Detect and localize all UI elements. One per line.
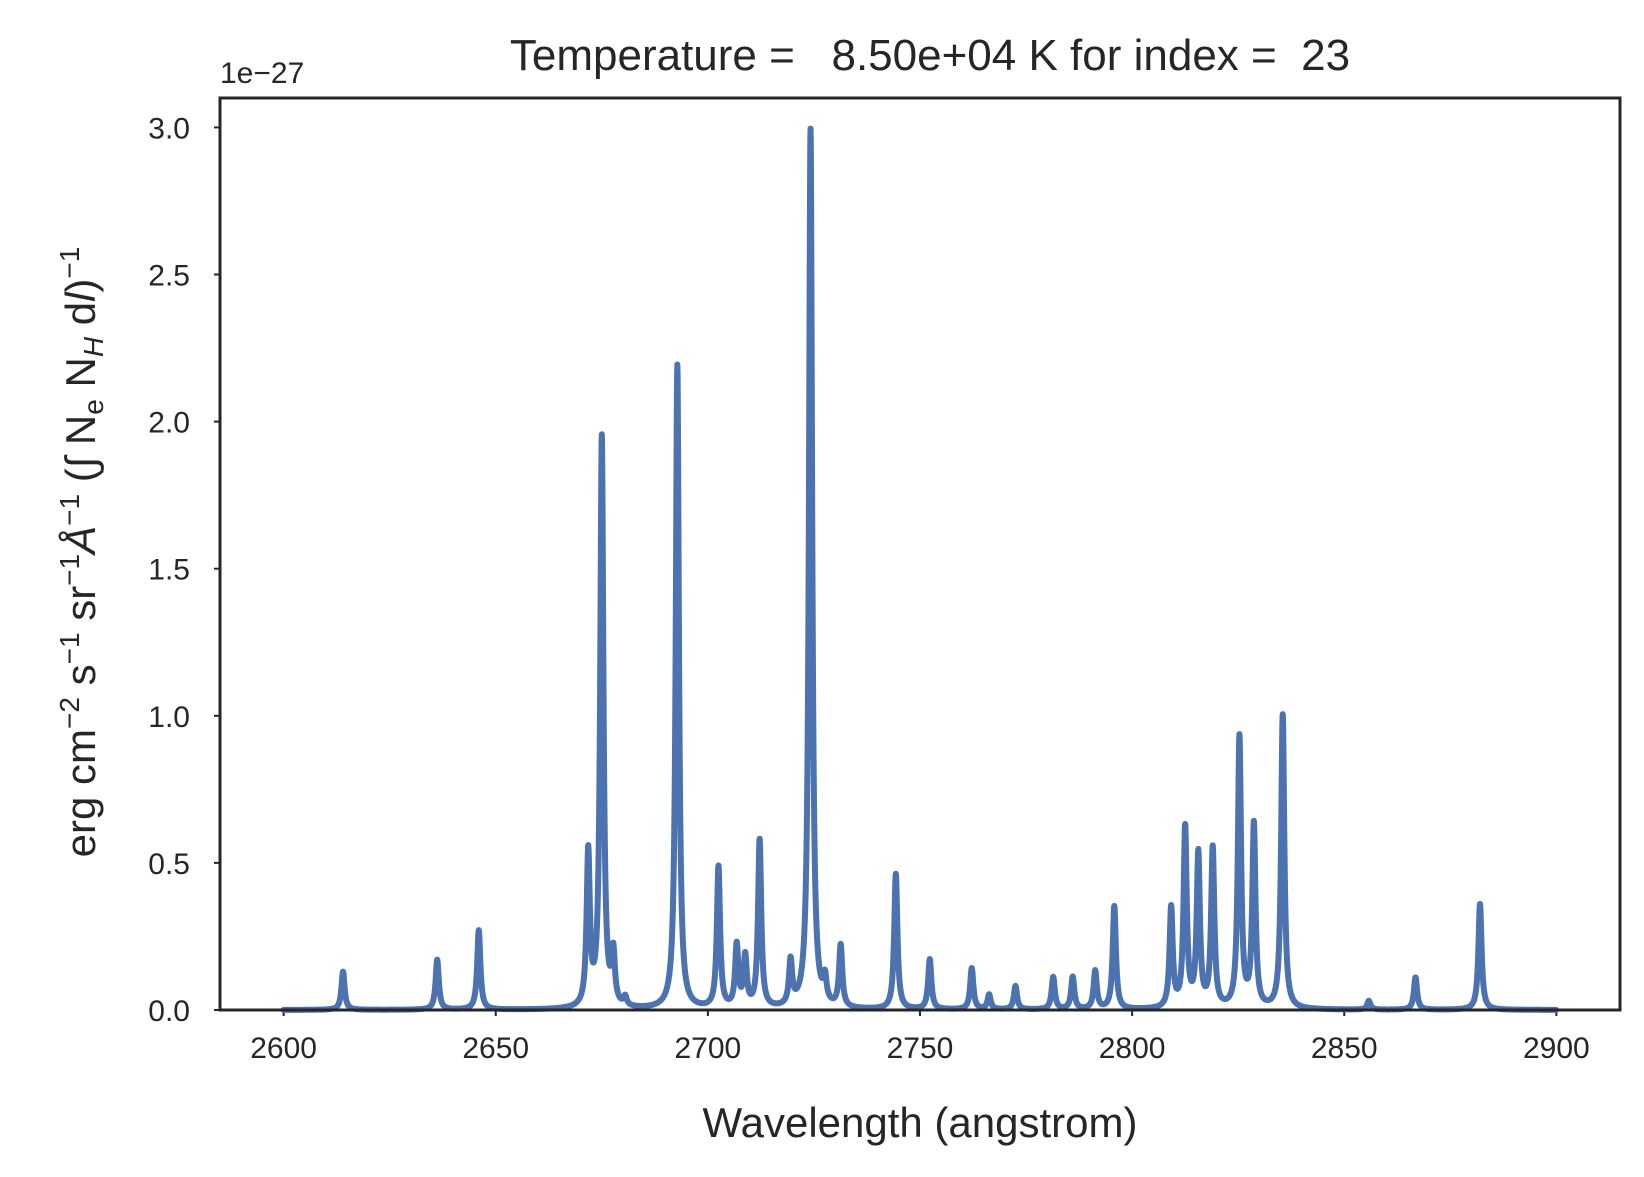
y-tick-label: 3.0: [148, 112, 190, 145]
y-tick-label: 2.0: [148, 407, 190, 440]
y-tick-label: 0.5: [148, 848, 190, 881]
y-tick-label: 0.0: [148, 995, 190, 1028]
x-tick-label: 2850: [1311, 1032, 1378, 1065]
y-tick-label: 1.5: [148, 554, 190, 587]
plot-frame: [218, 96, 1622, 1012]
y-tick-label: 1.0: [148, 701, 190, 734]
spectrum-line: [280, 125, 1560, 1013]
svg-text:erg cm−2 s−1 sr−1Å−1 (∫ Ne NH: erg cm−2 s−1 sr−1Å−1 (∫ Ne NH dl)−1: [54, 247, 109, 858]
y-offset-label: 1e−27: [220, 57, 304, 90]
x-tick-label: 2600: [250, 1032, 317, 1065]
x-tick-label: 2900: [1523, 1032, 1590, 1065]
x-axis-ticks: 2600 2650 2700 2750 2800 2850 2900: [250, 1010, 1590, 1065]
chart-title: Temperature = 8.50e+04 K for index = 23: [510, 31, 1350, 80]
x-tick-label: 2800: [1099, 1032, 1166, 1065]
x-tick-label: 2750: [887, 1032, 954, 1065]
x-axis-label: Wavelength (angstrom): [703, 1099, 1138, 1146]
y-tick-label: 2.5: [148, 260, 190, 293]
y-axis-ticks: 0.0 0.5 1.0 1.5 2.0 2.5 3.0: [148, 112, 220, 1028]
x-tick-label: 2700: [675, 1032, 742, 1065]
x-tick-label: 2650: [462, 1032, 529, 1065]
y-axis-label: erg cm−2 s−1 sr−1Å−1 (∫ Ne NH dl)−1: [54, 247, 109, 858]
